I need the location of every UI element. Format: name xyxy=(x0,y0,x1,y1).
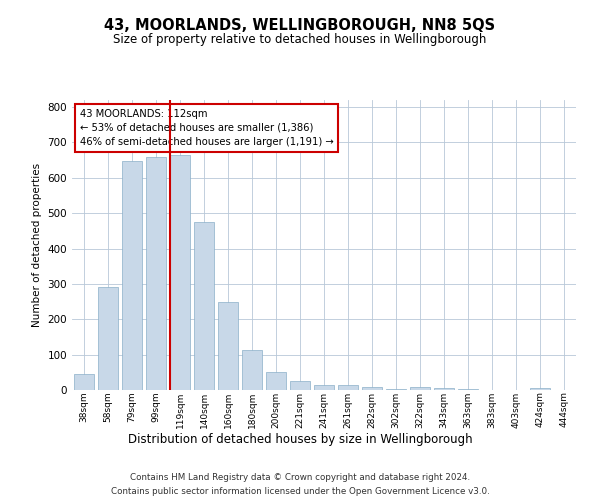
Bar xyxy=(242,350,262,390)
Bar xyxy=(170,155,190,390)
Text: Contains HM Land Registry data © Crown copyright and database right 2024.: Contains HM Land Registry data © Crown c… xyxy=(130,472,470,482)
Bar xyxy=(530,388,550,390)
Bar xyxy=(362,387,382,390)
Bar xyxy=(194,222,214,390)
Text: Size of property relative to detached houses in Wellingborough: Size of property relative to detached ho… xyxy=(113,32,487,46)
Bar xyxy=(74,374,94,390)
Y-axis label: Number of detached properties: Number of detached properties xyxy=(32,163,42,327)
Text: Distribution of detached houses by size in Wellingborough: Distribution of detached houses by size … xyxy=(128,432,472,446)
Bar xyxy=(98,286,118,390)
Bar xyxy=(434,388,454,390)
Bar xyxy=(266,372,286,390)
Bar xyxy=(458,389,478,390)
Text: Contains public sector information licensed under the Open Government Licence v3: Contains public sector information licen… xyxy=(110,488,490,496)
Bar xyxy=(122,161,142,390)
Bar xyxy=(146,156,166,390)
Text: 43 MOORLANDS: 112sqm
← 53% of detached houses are smaller (1,386)
46% of semi-de: 43 MOORLANDS: 112sqm ← 53% of detached h… xyxy=(80,108,334,146)
Text: 43, MOORLANDS, WELLINGBOROUGH, NN8 5QS: 43, MOORLANDS, WELLINGBOROUGH, NN8 5QS xyxy=(104,18,496,32)
Bar xyxy=(338,386,358,390)
Bar xyxy=(314,385,334,390)
Bar xyxy=(218,302,238,390)
Bar xyxy=(290,381,310,390)
Bar xyxy=(410,387,430,390)
